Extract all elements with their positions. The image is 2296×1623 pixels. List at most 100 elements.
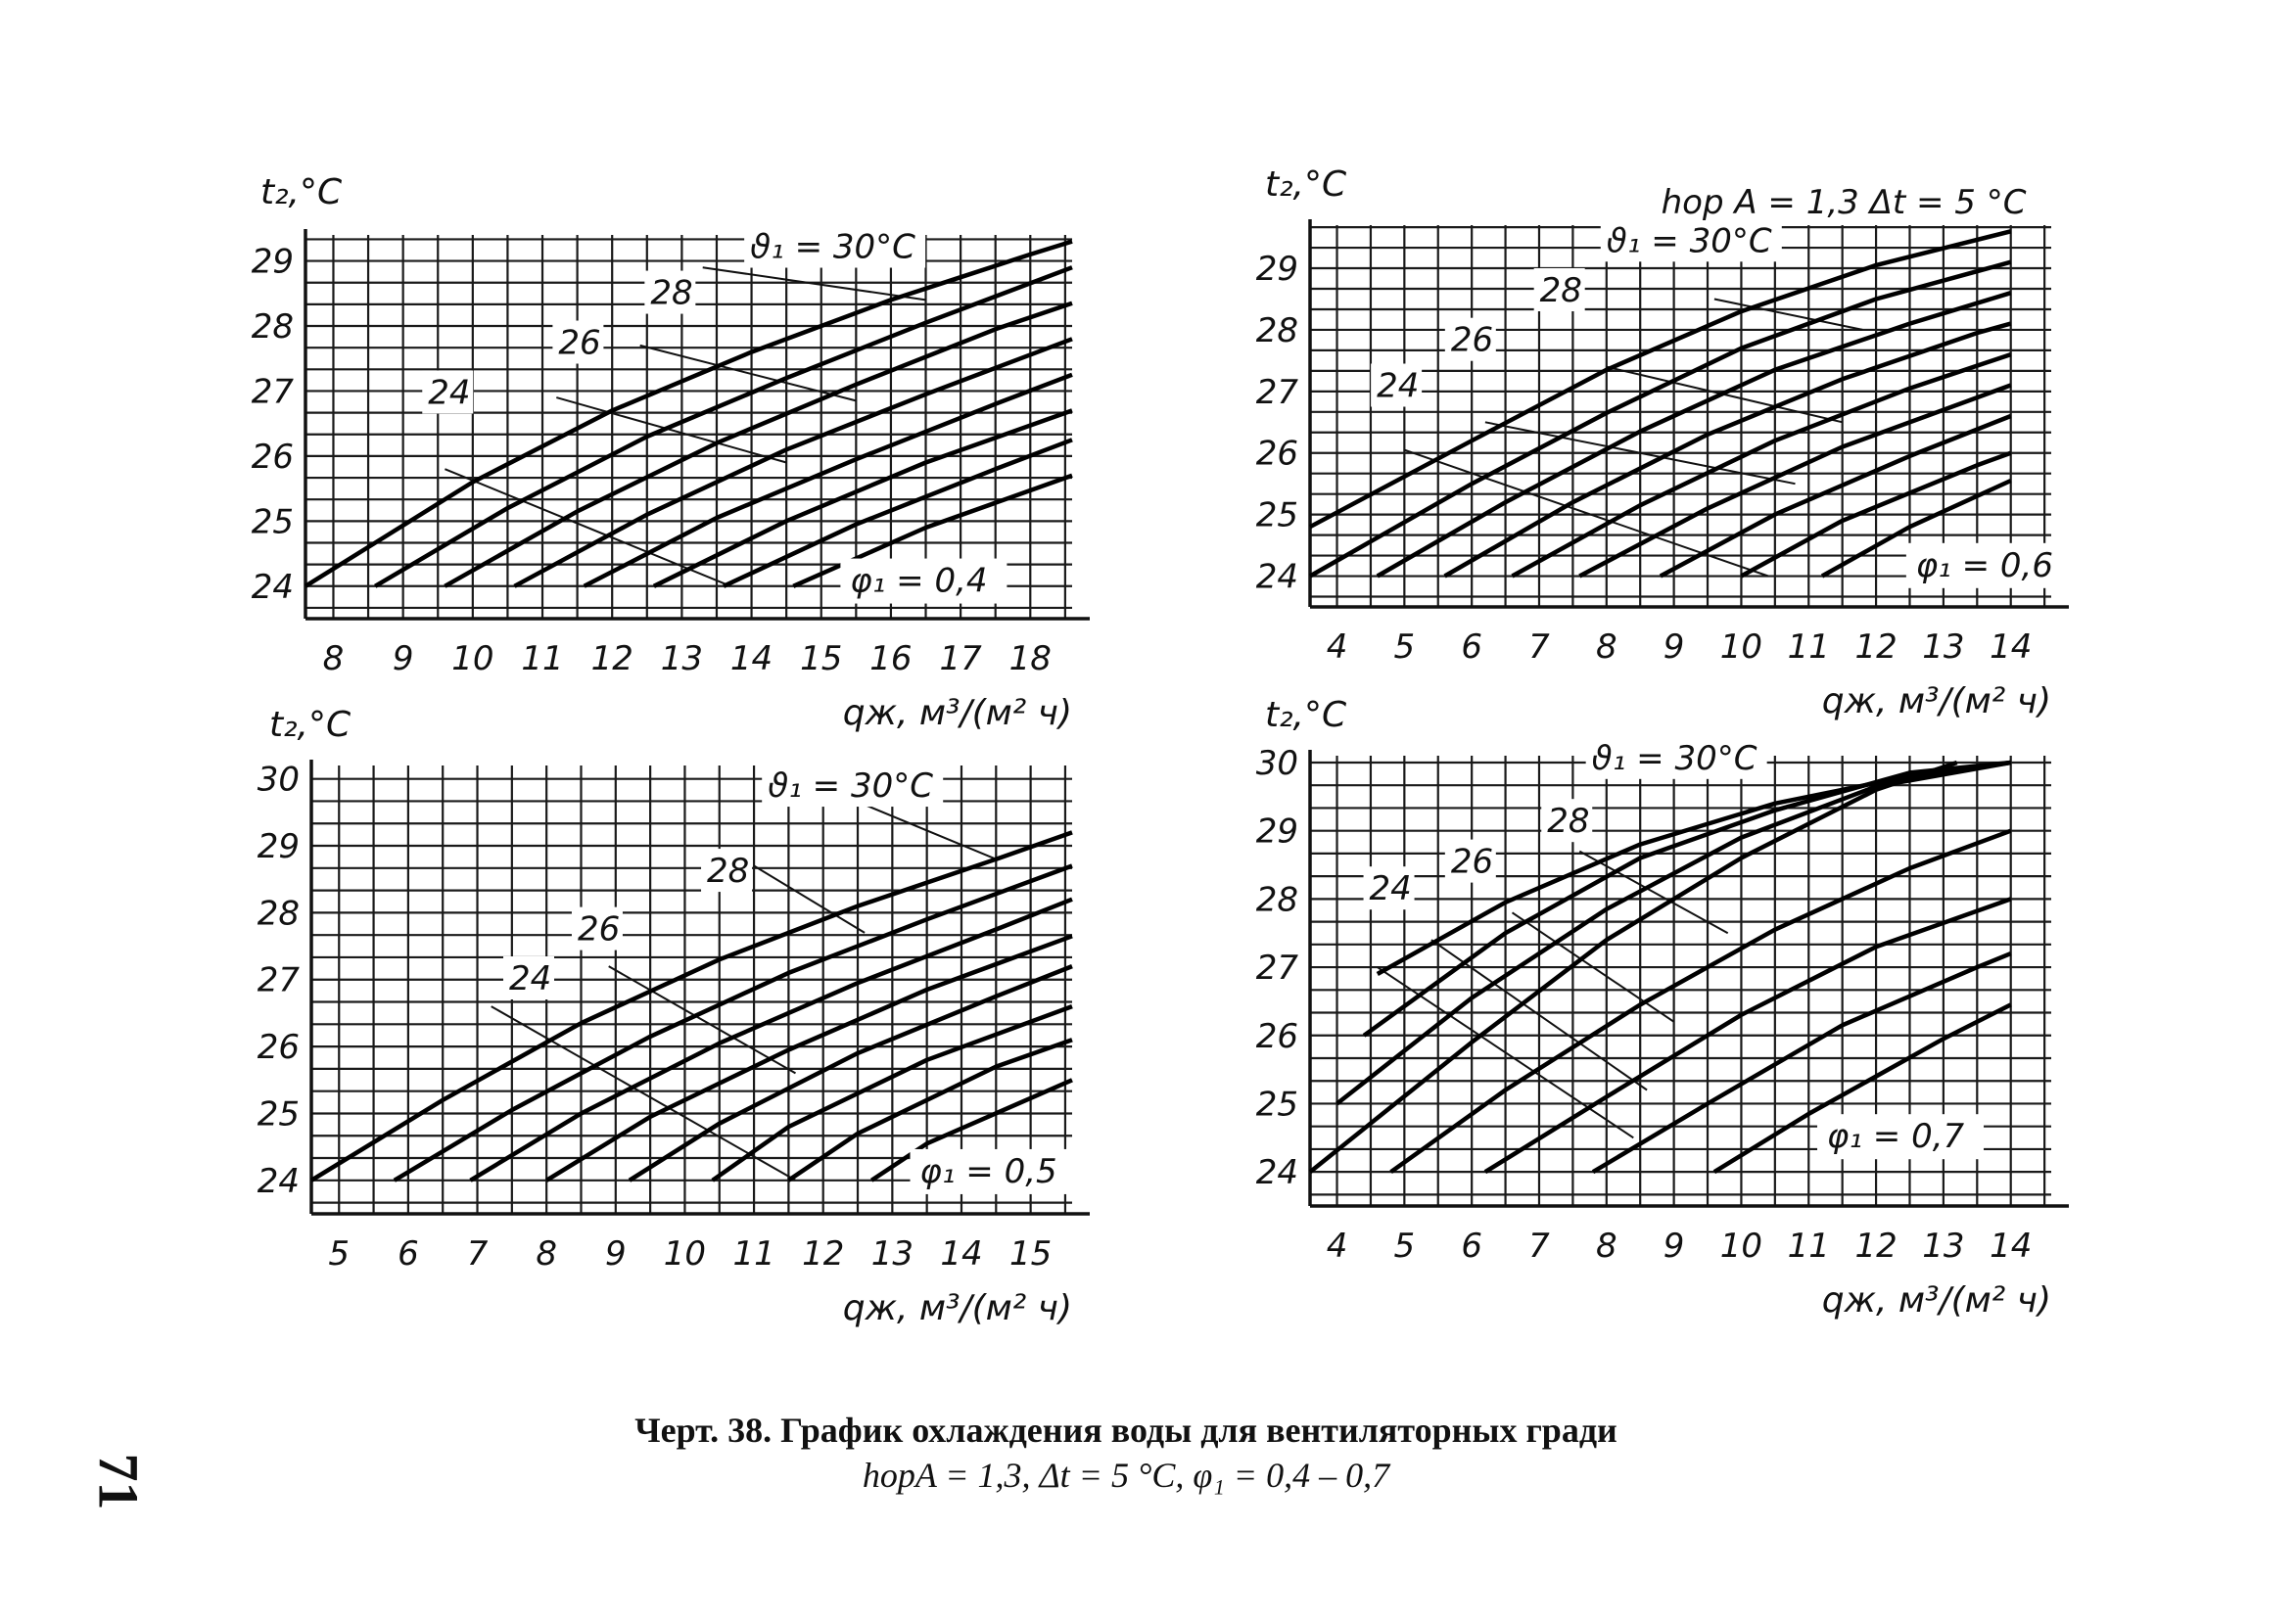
chart-header: hор A = 1,3 Δt = 5 °C — [1662, 183, 2027, 222]
series-line — [583, 372, 1073, 588]
label-background — [1444, 839, 1496, 883]
x-tick-label: 13 — [1922, 1227, 1964, 1266]
x-tick-label: 7 — [1528, 1227, 1550, 1266]
x-tick-label: 10 — [1720, 627, 1762, 667]
series-line — [1712, 1002, 2012, 1175]
series-line — [628, 964, 1073, 1182]
series-line — [1443, 321, 2012, 579]
x-tick-label: 11 — [1788, 1227, 1830, 1266]
label-background — [1905, 542, 2073, 588]
x-axis-label: qж, м³/(м² ч) — [1822, 681, 2051, 721]
x-tick-label: 12 — [802, 1234, 844, 1274]
x-tick-label: 5 — [328, 1234, 350, 1274]
series-line — [787, 1038, 1073, 1182]
x-tick-label: 10 — [664, 1234, 706, 1274]
y-tick-label: 24 — [1256, 558, 1298, 597]
series-label: 26 — [1451, 321, 1493, 360]
series-line — [1308, 259, 2012, 579]
series-label: ϑ₁ = 30°C — [1607, 221, 1772, 260]
y-axis-label: t₂,°C — [269, 705, 351, 745]
x-tick-label: 14 — [1990, 627, 2032, 667]
x-tick-label: 6 — [1461, 1227, 1482, 1266]
grid — [311, 765, 1072, 1214]
x-tick-label: 18 — [1009, 639, 1052, 678]
series-line — [1376, 291, 2012, 579]
x-tick-label: 15 — [800, 639, 842, 678]
x-tick-label: 4 — [1327, 627, 1348, 667]
y-axis-label: t₂,°C — [1265, 164, 1347, 205]
label-background — [1585, 735, 1767, 779]
x-axis-label: qж, м³/(м² ч) — [843, 693, 1072, 733]
series-label: 26 — [558, 324, 600, 363]
series-label: 28 — [650, 274, 692, 313]
y-tick-label: 25 — [1256, 496, 1298, 535]
param-label: φ₁ = 0,6 — [1916, 546, 2053, 585]
y-tick-label: 28 — [1256, 880, 1298, 919]
series-label: 24 — [509, 959, 551, 998]
y-tick-label: 29 — [258, 827, 300, 866]
guide-line — [1484, 421, 1796, 486]
guide-line — [608, 965, 796, 1075]
y-tick-label: 25 — [252, 502, 294, 541]
x-tick-label: 8 — [323, 639, 345, 678]
label-background — [1648, 175, 2040, 223]
x-tick-label: 12 — [1854, 627, 1897, 667]
label-background — [1371, 363, 1423, 407]
y-tick-label: 28 — [258, 894, 300, 933]
series-line — [869, 1078, 1073, 1182]
series-line — [469, 897, 1073, 1182]
y-tick-label: 28 — [1256, 311, 1298, 350]
series-line — [792, 473, 1073, 588]
x-tick-label: 15 — [1009, 1234, 1052, 1274]
y-axis-label: t₂,°C — [260, 172, 343, 212]
series-line — [1483, 897, 2012, 1175]
x-tick-label: 6 — [398, 1234, 419, 1274]
x-tick-label: 8 — [1596, 627, 1617, 667]
x-tick-label: 6 — [1461, 627, 1482, 667]
chart-panel-3: 5 6 7 8 9 10 11 12 13 14 15 24 25 26 27 28 29 30 t₂,°C qж, … — [258, 705, 1090, 1328]
label-background — [762, 764, 944, 808]
x-tick-label: 9 — [393, 639, 414, 678]
y-tick-label: 25 — [1256, 1085, 1298, 1124]
y-tick-label: 24 — [258, 1162, 300, 1201]
y-tick-label: 29 — [252, 243, 294, 282]
y-tick-label: 25 — [258, 1094, 300, 1134]
label-background — [1533, 268, 1585, 311]
label-background — [552, 320, 604, 364]
series-label: ϑ₁ = 30°C — [1592, 739, 1757, 778]
y-tick-label: 27 — [252, 372, 295, 411]
series-line — [444, 301, 1073, 588]
x-tick-label: 7 — [1528, 627, 1550, 667]
series-label: ϑ₁ = 30°C — [768, 766, 933, 806]
x-tick-label: 16 — [869, 639, 912, 678]
series-line — [1578, 383, 2012, 579]
y-tick-label: 28 — [252, 307, 294, 347]
label-background — [1444, 317, 1496, 361]
series-line — [304, 239, 1073, 588]
series-line — [545, 934, 1073, 1182]
guide-line — [1713, 298, 1863, 331]
y-tick-label: 24 — [252, 568, 294, 607]
x-tick-label: 5 — [1394, 1227, 1416, 1266]
x-tick-label: 8 — [1596, 1227, 1617, 1266]
x-tick-label: 5 — [1394, 627, 1416, 667]
guide-line — [639, 344, 857, 402]
series-label: 26 — [578, 910, 620, 950]
series-label: 26 — [1451, 843, 1493, 882]
figure-caption-title: Черт. 38. График охлаждения воды для вен… — [634, 1411, 1617, 1450]
guide-line — [1430, 939, 1648, 1091]
y-tick-label: 29 — [1256, 812, 1298, 852]
x-tick-label: 12 — [1854, 1227, 1897, 1266]
x-tick-label: 14 — [940, 1234, 982, 1274]
series-line — [513, 337, 1073, 588]
x-tick-label: 13 — [661, 639, 703, 678]
x-axis-label: qж, м³/(м² ч) — [1822, 1280, 2051, 1321]
y-tick-label: 30 — [258, 761, 300, 800]
y-tick-label: 30 — [1256, 744, 1298, 783]
guide-line — [850, 798, 997, 860]
label-background — [1363, 866, 1415, 910]
x-tick-label: 14 — [730, 639, 773, 678]
x-tick-label: 7 — [467, 1234, 489, 1274]
y-tick-label: 27 — [258, 961, 301, 1000]
